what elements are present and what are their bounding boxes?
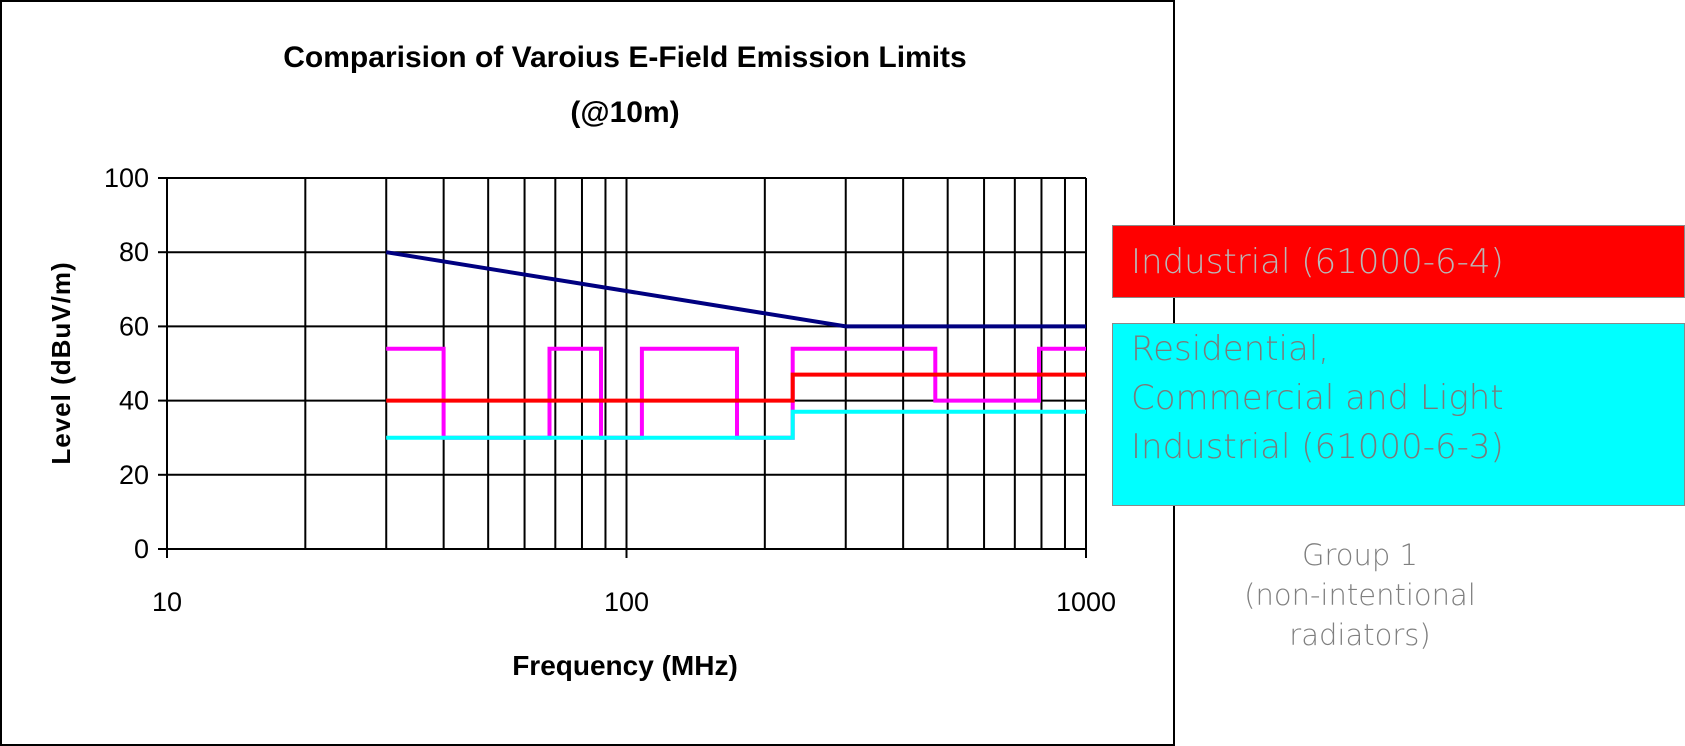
y-tick-label: 0 [134, 534, 149, 564]
x-tick-label: 10 [152, 587, 182, 617]
y-tick-label: 20 [119, 460, 149, 490]
group-note: Group 1 (non-intentional radiators) [1244, 538, 1476, 652]
x-tick-label: 1000 [1056, 587, 1116, 617]
series-group [385, 250, 1086, 440]
grid [167, 177, 1087, 549]
series-line-3 [386, 372, 1086, 403]
y-tick-label: 100 [104, 163, 149, 193]
y-axis-label: Level (dBuV/m) [46, 261, 76, 464]
residential-annotation: Residential, Commercial and Light Indust… [1112, 323, 1685, 506]
y-tick-label: 80 [119, 237, 149, 267]
chart-title: Comparision of Varoius E-Field Emission … [283, 41, 967, 74]
series-line-4 [386, 409, 1086, 440]
axes [158, 177, 1087, 558]
x-tick-label: 100 [604, 587, 649, 617]
y-tick-label: 60 [119, 311, 149, 341]
y-tick-label: 40 [119, 386, 149, 416]
series-line-1 [385, 250, 1086, 329]
x-axis-label: Frequency (MHz) [512, 650, 738, 681]
tick-labels: 0 20 40 60 80 100 10 100 1000 [104, 163, 1116, 617]
industrial-annotation: Industrial (61000-6-4) [1112, 225, 1685, 298]
chart-subtitle: (@10m) [570, 96, 680, 129]
